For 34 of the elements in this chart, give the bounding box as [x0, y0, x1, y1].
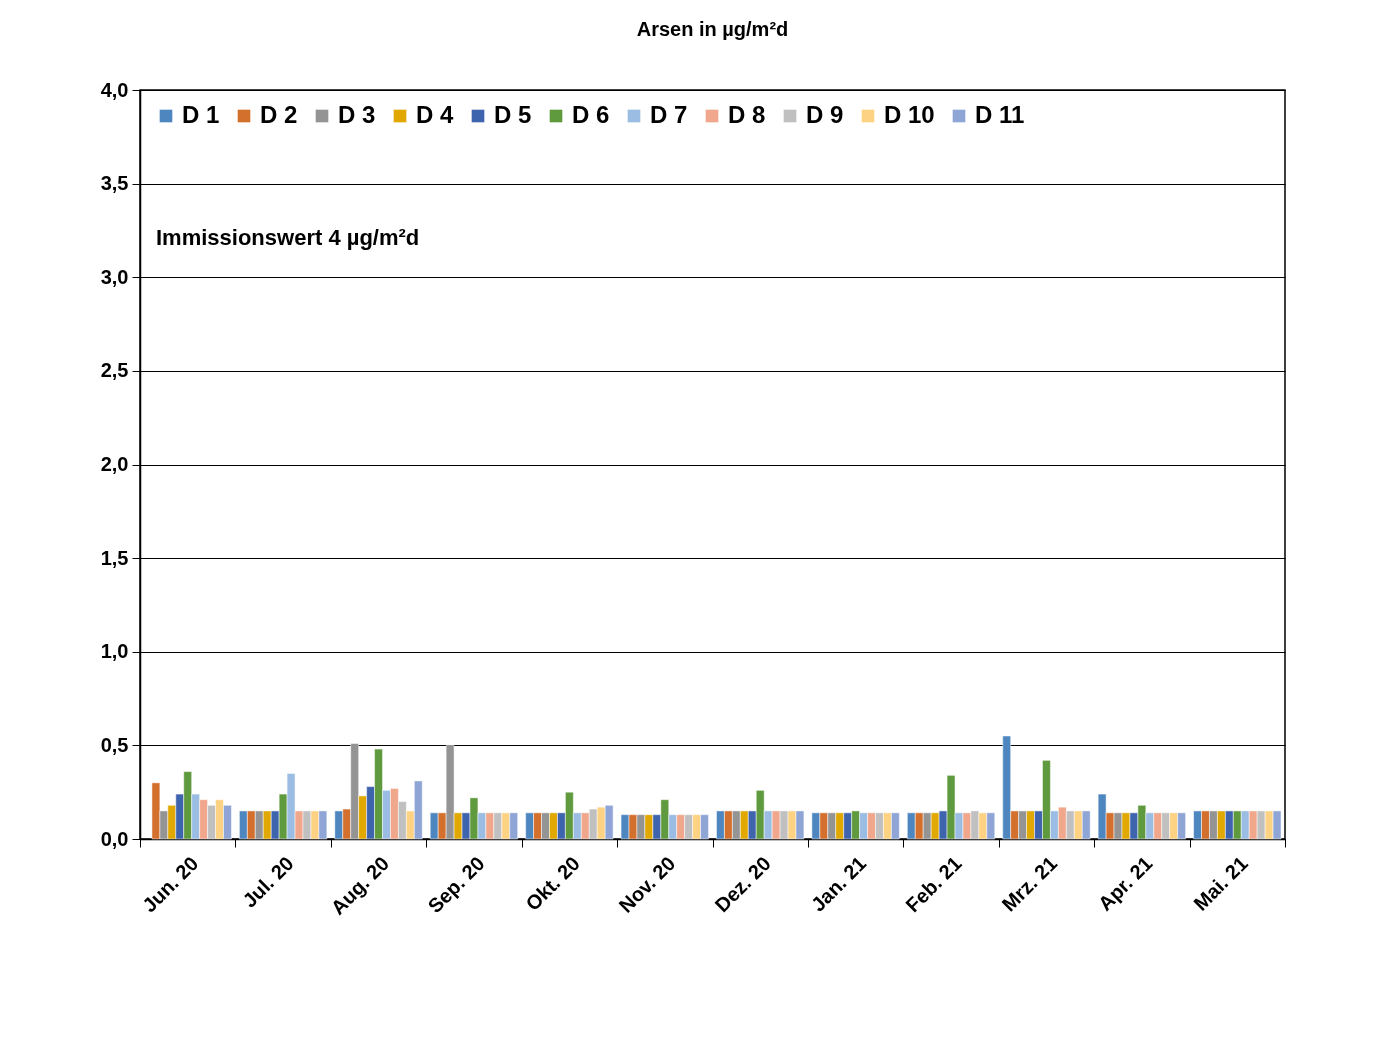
legend-label: D 8: [728, 101, 766, 128]
y-tick-label: 1,5: [100, 546, 129, 569]
x-tick-label: Nov. 20: [614, 852, 680, 917]
x-tick-label: Sep. 20: [423, 852, 489, 918]
legend-label: D 7: [650, 101, 688, 128]
legend-label: D 11: [975, 101, 1025, 128]
legend-label: D 5: [494, 101, 532, 128]
y-tick-label: 2,5: [100, 359, 129, 382]
x-tick-label: Feb. 21: [901, 852, 966, 917]
x-tick-label: Apr. 21: [1093, 852, 1157, 915]
x-tick-label: Aug. 20: [326, 852, 394, 919]
y-tick-label: 3,5: [100, 172, 129, 195]
x-tick-label: Dez. 20: [710, 852, 775, 917]
y-tick-label: 2,0: [100, 453, 129, 475]
legend-label: D 10: [884, 101, 935, 128]
legend-label: D 6: [572, 101, 610, 128]
y-tick-label: 0,0: [100, 827, 129, 850]
x-tick-label: Okt. 20: [521, 852, 585, 915]
legend-label: D 1: [182, 101, 220, 128]
y-tick-label: 3,0: [100, 265, 129, 288]
chart-title: Arsen in µg/m²d: [636, 18, 789, 40]
annotation: Immissionswert 4 µg/m²d: [156, 225, 420, 250]
x-tick-label: Jul. 20: [238, 852, 298, 912]
x-tick-label: Jan. 21: [806, 852, 871, 916]
legend-label: D 9: [806, 101, 844, 128]
y-tick-label: 1,0: [100, 640, 129, 663]
x-tick-label: Mrz. 21: [997, 852, 1062, 916]
legend-label: D 4: [416, 101, 454, 128]
legend-label: D 3: [338, 101, 376, 128]
legend-label: D 2: [260, 101, 298, 128]
x-tick-label: Mai. 21: [1189, 852, 1252, 915]
y-tick-label: 0,5: [100, 733, 129, 756]
x-tick-label: Jun. 20: [138, 852, 203, 917]
y-tick-label: 4,0: [100, 78, 129, 101]
